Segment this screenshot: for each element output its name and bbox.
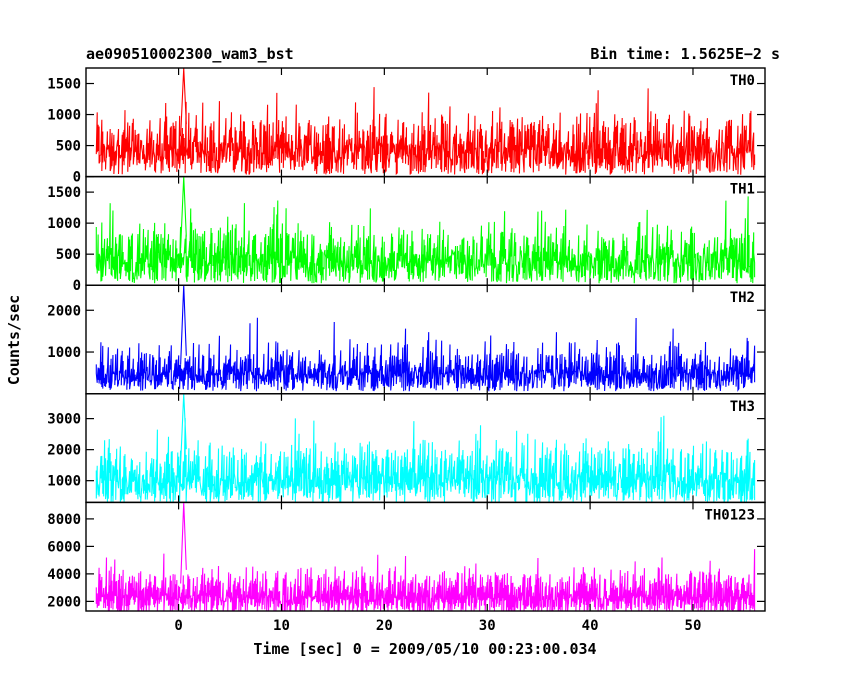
y-axis-title: Counts/sec (5, 295, 23, 385)
y-tick-label: 1000 (47, 474, 81, 490)
panel-label: TH0123 (704, 507, 755, 523)
y-tick-label: 4000 (47, 567, 81, 583)
panel-label: TH0 (730, 73, 755, 89)
y-tick-label: 0 (73, 278, 81, 294)
x-tick-label: 40 (582, 618, 599, 634)
panels: 0 500 1000 1500 TH0 0 500 1000 1500 TH1 1000 2000 TH… (47, 67, 766, 612)
panel-label: TH3 (730, 399, 755, 415)
x-tick-label: 20 (376, 618, 393, 634)
x-axis: 0 10 20 30 40 50 (174, 618, 701, 634)
y-tick-label: 1000 (47, 108, 81, 124)
series-line-th3 (95, 393, 756, 503)
y-tick-label: 1500 (47, 185, 81, 201)
panel-frame (85, 501, 766, 612)
series-line-th0123 (95, 502, 756, 611)
panel-label: TH1 (730, 182, 755, 198)
x-tick-label: 0 (174, 618, 182, 634)
y-tick-label: 500 (56, 139, 81, 155)
panel-th0123: 2000 4000 6000 8000 TH0123 (47, 501, 766, 612)
y-tick-label: 1000 (47, 216, 81, 232)
panel-th3: 1000 2000 3000 TH3 (47, 393, 766, 504)
x-axis-title: Time [sec] 0 = 2009/05/10 00:23:00.034 (253, 640, 596, 658)
panel-label: TH2 (730, 290, 755, 306)
y-tick-label: 2000 (47, 303, 81, 319)
panel-th0: 0 500 1000 1500 TH0 (47, 67, 766, 186)
y-tick-label: 2000 (47, 443, 81, 459)
y-tick-label: 2000 (47, 594, 81, 610)
series-line-th0 (95, 68, 756, 176)
series-line-th1 (95, 176, 756, 284)
y-tick-label: 8000 (47, 512, 81, 528)
y-tick-label: 0 (73, 170, 81, 186)
y-tick-label: 1000 (47, 345, 81, 361)
y-tick-label: 6000 (47, 539, 81, 555)
x-tick-label: 30 (479, 618, 496, 634)
y-tick-label: 3000 (47, 412, 81, 428)
bin-time-label: Bin time: 1.5625E−2 s (590, 45, 780, 63)
x-tick-label: 50 (685, 618, 702, 634)
y-tick-label: 500 (56, 247, 81, 263)
observation-id: ae090510002300_wam3_bst (86, 45, 294, 63)
y-tick-label: 1500 (47, 77, 81, 93)
x-tick-label: 10 (273, 618, 290, 634)
series-line-th2 (95, 285, 756, 392)
panel-th2: 1000 2000 TH2 (47, 284, 766, 395)
panel-th1: 0 500 1000 1500 TH1 (47, 175, 766, 294)
